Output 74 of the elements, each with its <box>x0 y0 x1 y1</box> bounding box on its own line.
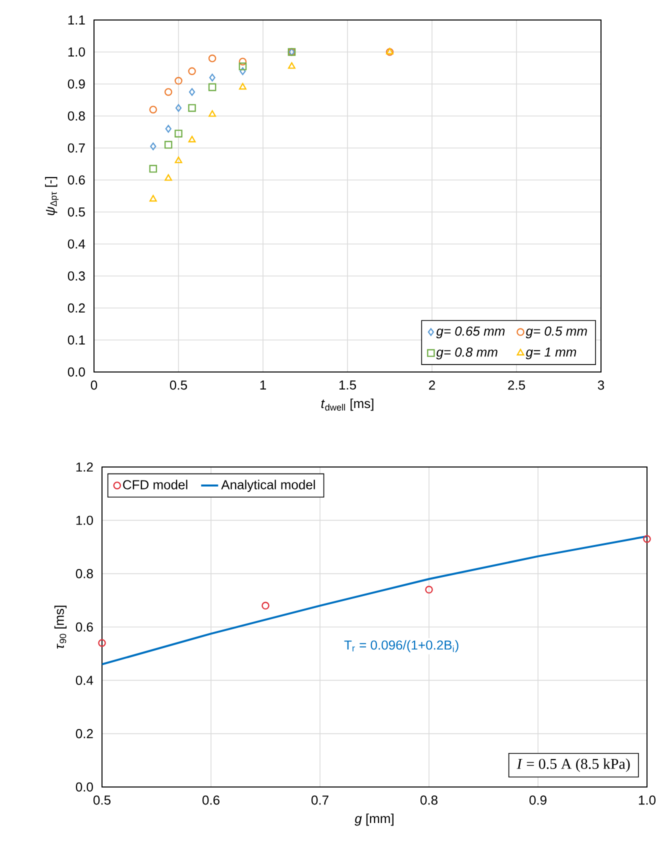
legend-label: Analytical model <box>221 480 315 492</box>
y-tick-label: 0.2 <box>76 729 93 738</box>
x-tick-label: 0.9 <box>529 796 546 805</box>
y-tick-label: 0.6 <box>76 622 93 632</box>
point <box>240 67 246 76</box>
point <box>174 76 182 85</box>
y-tick-label: 0.3 <box>68 271 85 281</box>
y-tick-label: 0.0 <box>76 782 93 792</box>
y-tick-label: 0.2 <box>68 303 85 313</box>
line-series <box>102 535 648 666</box>
x-tick-label: 0.6 <box>202 796 220 805</box>
point <box>165 124 172 133</box>
legend-label: CFD model <box>123 480 188 490</box>
point <box>238 58 247 66</box>
point <box>262 602 270 610</box>
point <box>149 195 157 202</box>
x-tick-label: 0.5 <box>170 380 187 390</box>
y-tick-label: 0.5 <box>68 207 85 217</box>
x-tick-label: 3 <box>598 380 604 390</box>
y-tick-label: 0.4 <box>76 676 94 685</box>
x-tick-label: 2 <box>429 380 435 390</box>
legend-label: g= 0.65 mm <box>436 326 505 338</box>
legend-label: g= 0.5 mm <box>526 326 587 338</box>
x-tick-label: 1.0 <box>638 796 656 805</box>
legend-label: g= 0.8 mm <box>436 348 498 360</box>
y-tick-label: 0.1 <box>68 335 85 345</box>
y-tick-label: 1.0 <box>76 516 93 525</box>
point <box>288 62 296 69</box>
x-axis-title: g [mm] <box>354 814 394 826</box>
y-axis-title: τ$_{90}$ [ms] <box>54 606 67 649</box>
x-tick-label: 1.5 <box>339 380 356 390</box>
point <box>188 104 196 112</box>
point <box>174 130 182 138</box>
point <box>188 88 196 96</box>
y-tick-label: 0.0 <box>68 367 85 377</box>
point <box>208 83 216 92</box>
point <box>188 136 196 142</box>
y-tick-label: 1.2 <box>76 462 93 472</box>
annotation: T$_{r}$ = 0.096/(1+0.2B$_{i}$) <box>344 640 458 652</box>
point <box>239 83 246 90</box>
point <box>208 110 216 117</box>
point <box>150 142 156 150</box>
point <box>164 140 172 149</box>
point <box>164 174 172 181</box>
point <box>425 586 433 594</box>
point <box>174 156 182 164</box>
point <box>209 74 216 82</box>
point <box>643 535 651 543</box>
point <box>175 104 182 112</box>
point <box>164 88 172 96</box>
y-axis-title: ψ$_{Δpτ}$ [-] <box>45 176 59 216</box>
y-tick-label: 0.6 <box>68 175 85 185</box>
y-tick-label: 0.8 <box>68 111 85 121</box>
x-axis-title: t$_{dwell}$ [ms] <box>321 398 374 411</box>
annotation: I = 0.5 A (8.5 kPa) <box>516 758 630 772</box>
y-tick-label: 1.1 <box>68 16 85 24</box>
y-tick-label: 1.0 <box>68 47 85 57</box>
point <box>98 639 106 647</box>
point <box>149 106 158 114</box>
legend-label: g= 1 mm <box>526 348 576 360</box>
x-tick-label: 0.7 <box>311 796 328 805</box>
x-tick-label: 0.5 <box>93 796 110 805</box>
y-tick-label: 0.4 <box>68 239 86 249</box>
point <box>208 54 216 62</box>
x-tick-label: 0 <box>90 380 98 390</box>
point <box>238 62 247 70</box>
x-tick-label: 2.5 <box>508 380 525 390</box>
point <box>188 67 196 76</box>
x-tick-label: 0.8 <box>420 796 438 805</box>
y-tick-label: 0.8 <box>76 569 93 578</box>
x-tick-label: 1 <box>260 380 266 390</box>
y-tick-label: 0.7 <box>68 143 85 153</box>
y-tick-label: 0.9 <box>68 79 85 89</box>
point <box>149 164 158 173</box>
